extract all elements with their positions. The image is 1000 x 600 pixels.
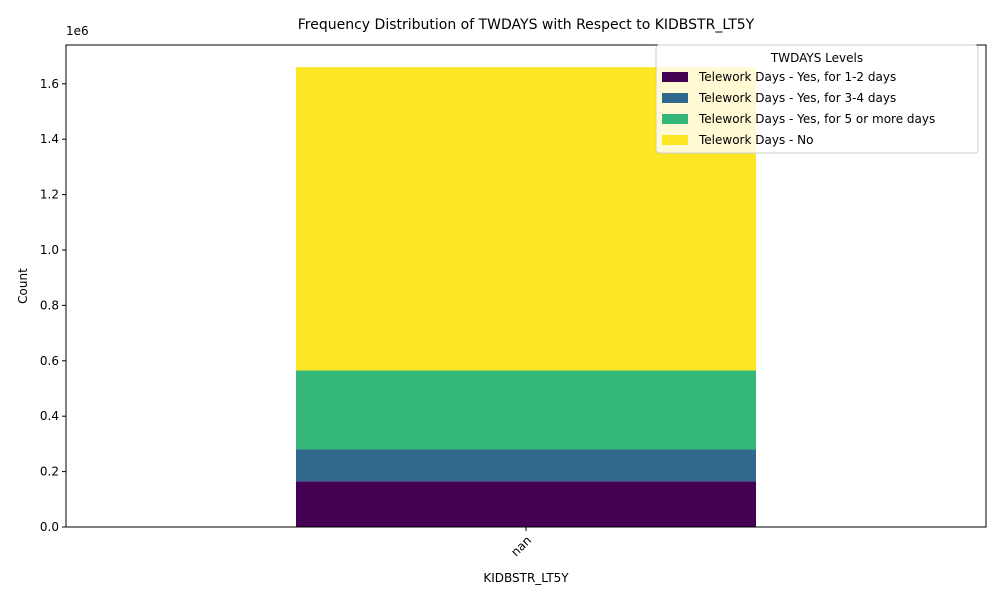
bar-segment-2 — [296, 449, 756, 482]
legend-swatch-4 — [662, 135, 688, 145]
y-axis-ticks: 0.0 0.2 0.4 0.6 0.8 1.0 1.2 1.4 1.6 — [40, 77, 66, 534]
y-tick-label: 0.2 — [40, 465, 59, 479]
legend-label-3: Telework Days - Yes, for 5 or more days — [698, 112, 935, 126]
y-axis-label: Count — [16, 268, 30, 304]
bar-segment-1 — [296, 481, 756, 527]
legend-label-4: Telework Days - No — [698, 133, 813, 147]
y-tick-label: 1.4 — [40, 132, 59, 146]
y-offset-label: 1e6 — [66, 24, 89, 38]
chart-title: Frequency Distribution of TWDAYS with Re… — [298, 17, 755, 33]
y-tick-label: 1.2 — [40, 188, 59, 202]
legend-swatch-1 — [662, 72, 688, 82]
plot-border — [65, 44, 987, 528]
bar-stack — [296, 67, 756, 527]
y-tick-label: 1.6 — [40, 77, 59, 91]
y-tick-label: 0.6 — [40, 354, 59, 368]
x-axis-label: KIDBSTR_LT5Y — [483, 571, 569, 585]
legend-items: Telework Days - Yes, for 1-2 days Telewor… — [662, 70, 935, 147]
axes-frame — [65, 44, 987, 528]
y-tick-label: 0.8 — [40, 298, 59, 312]
legend-swatch-2 — [662, 93, 688, 103]
legend-title: TWDAYS Levels — [770, 51, 863, 65]
legend-swatch-3 — [662, 114, 688, 124]
legend: TWDAYS Levels Telework Days - Yes, for 1… — [655, 44, 979, 154]
bar-segment-3 — [296, 370, 756, 450]
legend-label-1: Telework Days - Yes, for 1-2 days — [698, 70, 896, 84]
y-tick-label: 0.4 — [40, 409, 59, 423]
legend-box — [655, 44, 979, 154]
legend-label-2: Telework Days - Yes, for 3-4 days — [698, 91, 896, 105]
y-tick-label: 0.0 — [40, 520, 59, 534]
y-tick-label: 1.0 — [40, 243, 59, 257]
